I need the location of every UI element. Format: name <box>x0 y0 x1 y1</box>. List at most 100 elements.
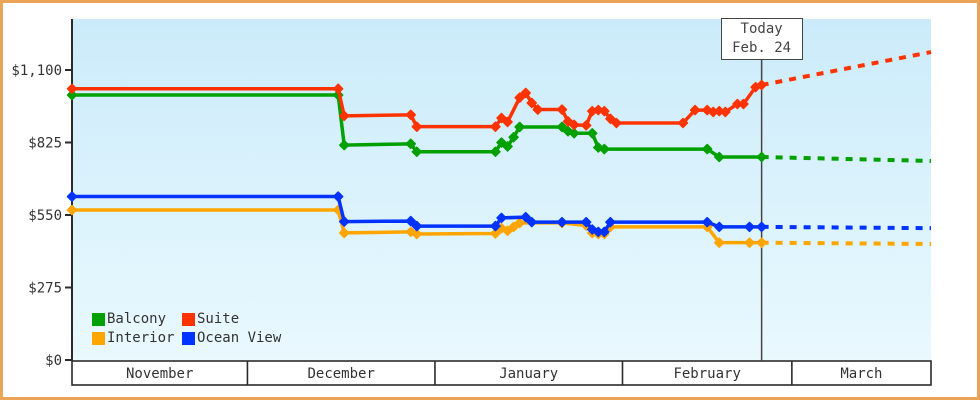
balcony-swatch-icon <box>92 312 105 326</box>
data-point-suite <box>332 83 344 94</box>
month-label: December <box>307 366 374 382</box>
data-point-interior <box>411 228 423 240</box>
month-axis-band <box>71 360 932 386</box>
data-point-balcony <box>586 128 598 139</box>
data-point-suite <box>405 109 417 121</box>
data-point-suite <box>677 117 689 129</box>
data-point-suite <box>580 120 592 131</box>
projection-line-balcony <box>761 155 932 163</box>
data-point-balcony <box>568 128 580 139</box>
data-point-suite <box>338 110 350 122</box>
data-point-suite <box>593 104 604 116</box>
data-point-interior <box>405 226 417 238</box>
suite-swatch-icon <box>182 312 195 326</box>
data-point-ocean-view <box>490 220 501 232</box>
data-point-suite <box>496 112 507 124</box>
data-point-interior <box>490 228 501 239</box>
data-point-suite <box>738 98 749 110</box>
data-point-balcony <box>508 131 519 143</box>
data-point-suite <box>526 97 537 109</box>
data-point-balcony <box>405 138 417 150</box>
legend-label-suite: Suite <box>197 311 240 327</box>
data-point-suite <box>605 113 616 125</box>
data-point-suite <box>611 117 622 129</box>
legend: Balcony Suite Interior Ocean View <box>92 311 281 346</box>
data-point-ocean-view <box>556 216 568 228</box>
data-point-suite <box>556 104 568 115</box>
data-point-balcony <box>411 146 423 157</box>
legend-label-balcony: Balcony <box>107 311 167 327</box>
legend-item-suite: Suite <box>182 311 281 327</box>
data-point-suite <box>514 92 525 103</box>
data-point-balcony <box>714 151 725 163</box>
month-label: March <box>840 366 882 382</box>
data-point-balcony <box>502 141 513 152</box>
legend-item-balcony: Balcony <box>92 311 182 327</box>
data-point-ocean-view <box>526 216 537 228</box>
month-label: November <box>126 366 193 382</box>
data-point-balcony <box>66 89 78 101</box>
plot-area <box>72 19 931 360</box>
data-point-ocean-view <box>411 220 423 232</box>
data-point-ocean-view <box>332 191 344 202</box>
data-point-suite <box>490 121 501 132</box>
data-point-suite <box>411 121 423 132</box>
data-point-suite <box>502 116 513 128</box>
data-point-ocean-view <box>744 221 755 233</box>
projection-line-suite <box>761 50 932 87</box>
y-axis-tick-label: $825 <box>28 136 62 152</box>
data-point-ocean-view <box>338 216 350 227</box>
legend-item-ocean-view: Ocean View <box>182 330 281 346</box>
projection-line-ocean-view <box>761 224 932 231</box>
data-point-balcony <box>701 143 713 155</box>
data-point-ocean-view <box>496 212 507 224</box>
data-point-interior <box>338 227 350 239</box>
data-point-ocean-view <box>599 226 610 238</box>
data-point-interior <box>744 237 755 248</box>
data-point-balcony <box>562 125 574 137</box>
data-point-balcony <box>756 151 767 163</box>
y-axis-tick-label: $1,100 <box>11 63 62 79</box>
data-point-interior <box>714 237 725 248</box>
data-point-balcony <box>490 146 501 157</box>
data-point-interior <box>514 217 525 229</box>
data-point-suite <box>66 83 78 94</box>
y-axis-tick-label: $275 <box>28 281 62 297</box>
data-point-balcony <box>514 121 525 133</box>
interior-swatch-icon <box>92 331 105 345</box>
y-axis-tick-label: $550 <box>28 208 62 224</box>
legend-item-interior: Interior <box>92 330 182 346</box>
month-label: January <box>499 366 558 382</box>
today-label: Today <box>740 21 783 37</box>
data-point-ocean-view <box>701 216 713 228</box>
data-point-suite <box>701 104 713 116</box>
data-point-ocean-view <box>405 215 417 227</box>
today-date: Feb. 24 <box>732 40 792 56</box>
data-point-interior <box>756 237 767 248</box>
data-point-suite <box>520 87 531 99</box>
data-point-suite <box>720 106 731 118</box>
data-point-ocean-view <box>580 216 592 228</box>
data-point-suite <box>568 119 580 131</box>
data-point-ocean-view <box>714 221 725 233</box>
data-point-ocean-view <box>66 191 78 202</box>
data-point-suite <box>599 105 610 117</box>
legend-label-ocean-view: Ocean View <box>197 330 282 346</box>
data-point-balcony <box>593 142 604 153</box>
data-point-balcony <box>556 121 568 133</box>
projection-line-interior <box>761 240 932 246</box>
data-point-balcony <box>599 143 610 155</box>
data-point-suite <box>689 104 701 116</box>
legend-label-interior: Interior <box>107 330 175 346</box>
month-label: February <box>673 366 740 382</box>
data-point-ocean-view <box>605 216 616 228</box>
y-axis-tick-label: $0 <box>45 353 62 369</box>
data-point-ocean-view <box>520 211 531 223</box>
today-annotation-box: Today Feb. 24 <box>720 18 803 60</box>
data-point-suite <box>532 104 544 115</box>
ocean-view-swatch-icon <box>182 331 195 345</box>
data-point-interior <box>66 204 78 216</box>
data-point-ocean-view <box>756 221 767 233</box>
